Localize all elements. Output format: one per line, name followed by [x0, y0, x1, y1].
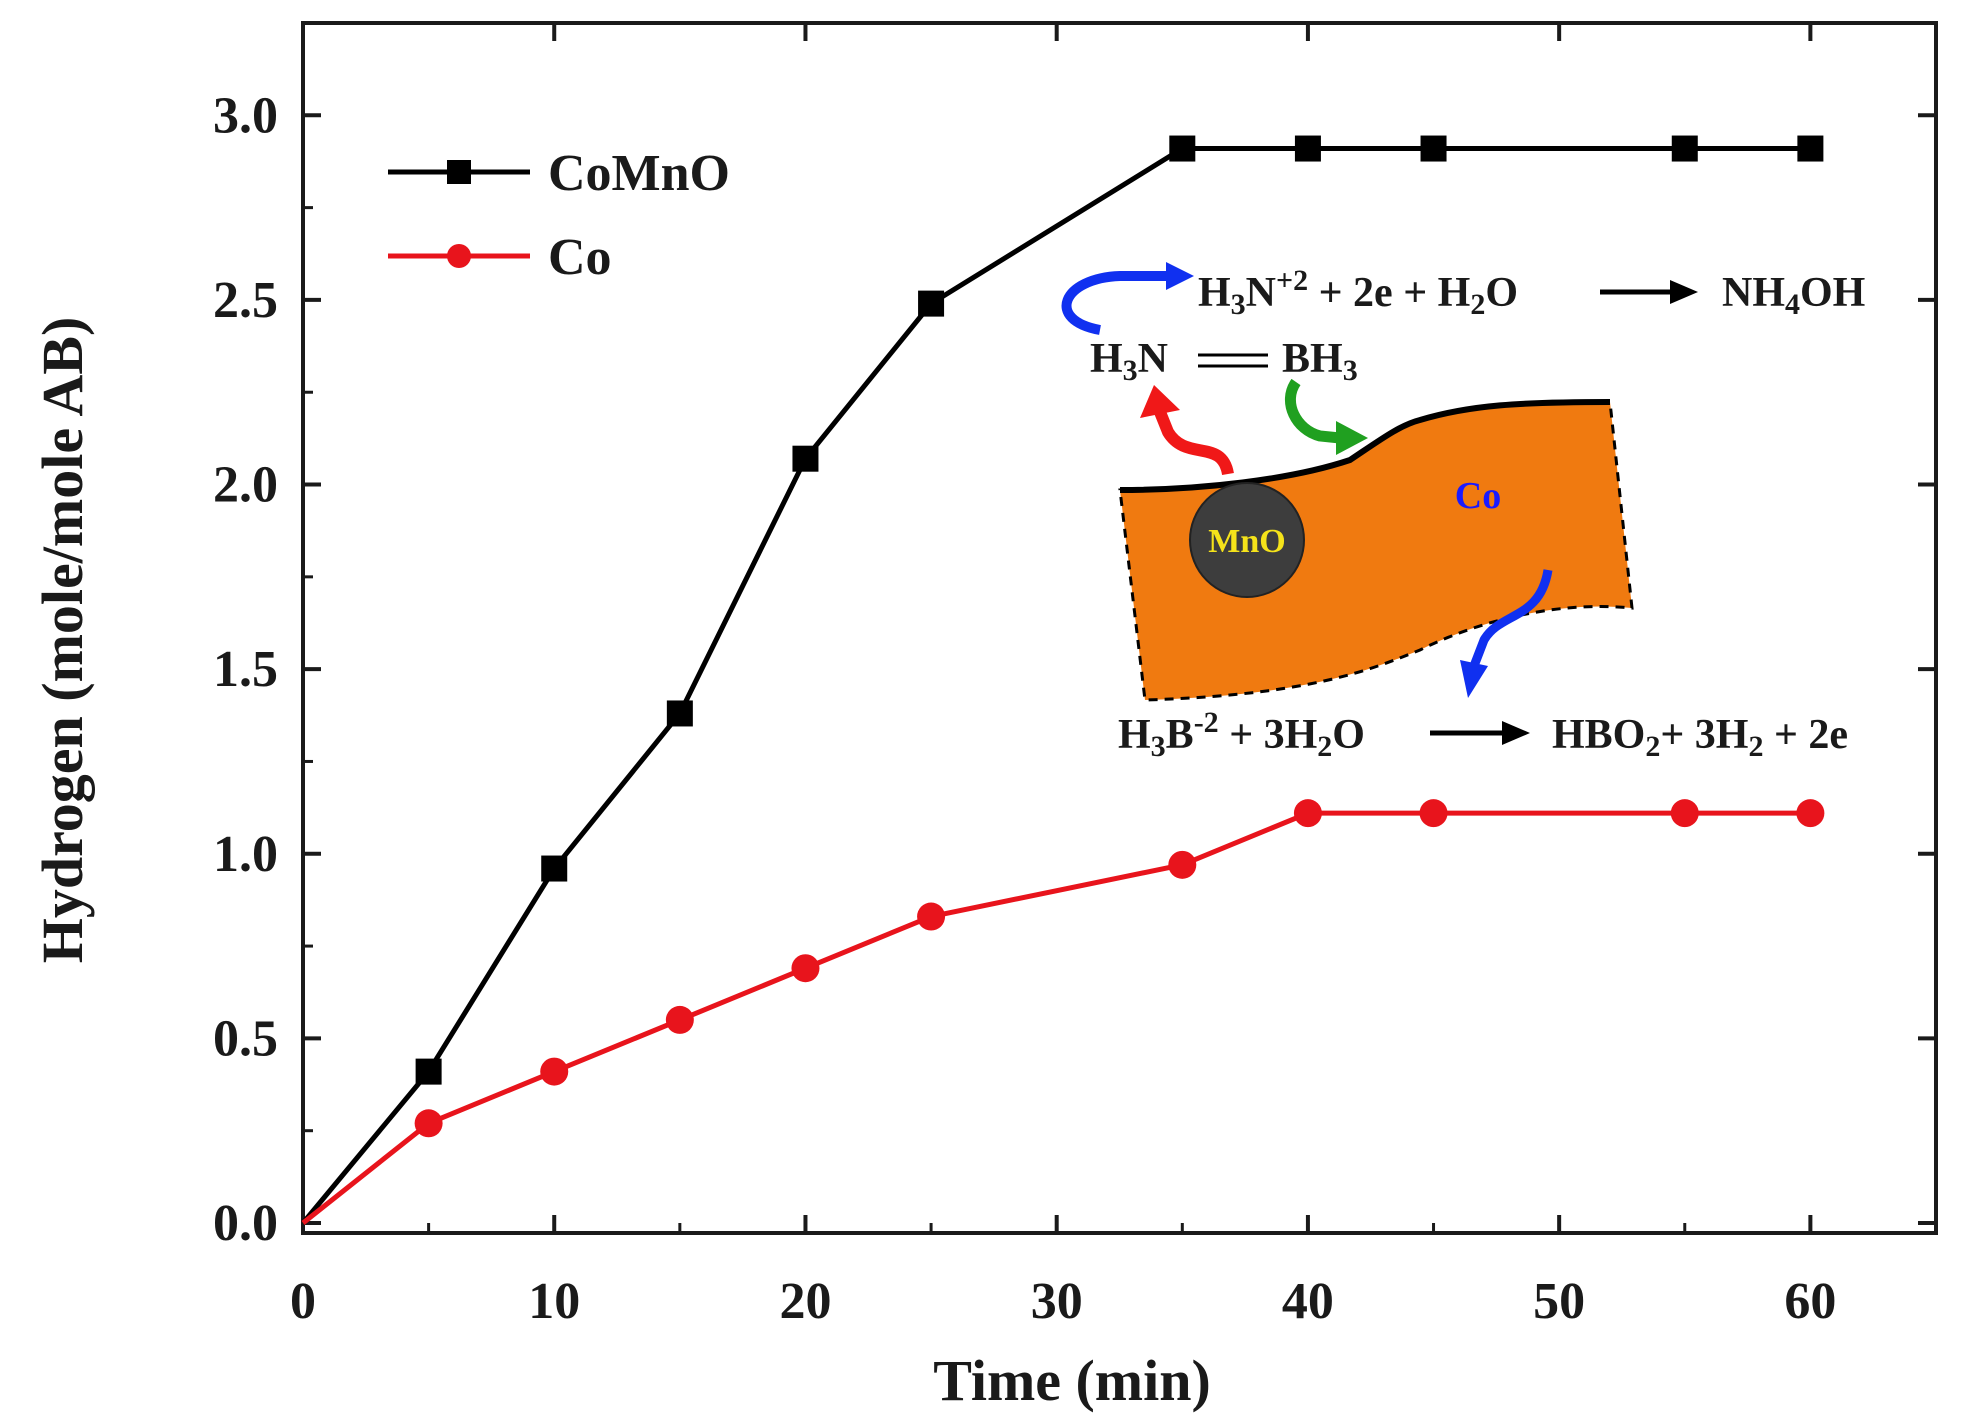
co-support-label: Co — [1455, 475, 1501, 517]
formula-part: H — [1090, 336, 1123, 382]
formula-part: H — [1198, 270, 1231, 316]
formula-part: 2 — [1470, 288, 1485, 321]
ammonia-borane-b: BH3 — [1282, 336, 1358, 387]
x-tick-label: 60 — [1784, 1273, 1836, 1330]
legend-marker-comno — [447, 160, 471, 184]
data-point-co — [1670, 799, 1699, 828]
y-tick-label: 1.5 — [213, 641, 278, 698]
formula-part: 4 — [1785, 288, 1800, 321]
data-point-co — [540, 1057, 569, 1086]
formula-part: N — [1138, 336, 1168, 382]
green-arrow-icon — [1285, 378, 1368, 455]
data-point-co — [1796, 799, 1825, 828]
legend-label-co: Co — [548, 229, 612, 286]
formula-part: OH — [1800, 270, 1865, 316]
data-point-co — [791, 954, 820, 983]
data-point-co — [414, 1109, 443, 1138]
x-axis-title: Time (min) — [933, 1348, 1211, 1413]
mno-label: MnO — [1208, 523, 1285, 560]
equation-bottom-reactants: H3B-2 + 3H2O — [1118, 706, 1365, 763]
formula-part: + 2e — [1763, 712, 1848, 758]
data-point-comno — [1169, 135, 1196, 162]
data-point-comno — [415, 1058, 442, 1085]
legend-label-comno: CoMnO — [548, 145, 730, 202]
formula-part: + 3H — [1660, 712, 1748, 758]
formula-part: N — [1246, 270, 1276, 316]
data-point-co — [1293, 799, 1322, 828]
formula-part: 3 — [1343, 354, 1358, 387]
x-tick-label: 30 — [1031, 1273, 1083, 1330]
mechanism-inset: MnO Co H3N+2 + 2e + H2O NH4OH H3N BH3 H3… — [1061, 262, 1865, 763]
data-point-co — [665, 1005, 694, 1034]
equation-top-product: NH4OH — [1722, 270, 1865, 321]
tick-labels: 0 10 20 30 40 50 60 0.0 0.5 1.0 1.5 2.0 2.5 3.0 — [213, 87, 1836, 1330]
co-support-top-edge — [1119, 399, 1611, 493]
x-tick-label: 10 — [528, 1273, 580, 1330]
y-tick-label: 0.0 — [213, 1195, 278, 1252]
formula-part: 3 — [1123, 354, 1138, 387]
y-tick-label: 2.0 — [213, 457, 278, 514]
data-point-co — [1419, 799, 1448, 828]
data-point-comno — [1420, 135, 1447, 162]
data-point-comno — [1671, 135, 1698, 162]
formula-part: H — [1118, 712, 1151, 758]
data-point-comno — [666, 700, 693, 727]
data-point-comno — [918, 290, 945, 317]
x-tick-label: 40 — [1282, 1273, 1334, 1330]
data-point-comno — [1797, 135, 1824, 162]
x-tick-label: 0 — [290, 1273, 316, 1330]
y-tick-label: 3.0 — [213, 87, 278, 144]
x-tick-label: 50 — [1533, 1273, 1585, 1330]
formula-part: O — [1332, 712, 1365, 758]
data-point-comno — [541, 855, 568, 882]
data-point-comno — [792, 445, 819, 472]
data-point-co — [917, 902, 946, 931]
formula-part: BH — [1282, 336, 1343, 382]
y-tick-label: 2.5 — [213, 272, 278, 329]
formula-part: B — [1166, 712, 1194, 758]
formula-part: 3 — [1231, 288, 1246, 321]
series-line-co — [301, 810, 1811, 1225]
data-point-comno — [1294, 135, 1321, 162]
mno-particle — [1189, 482, 1305, 598]
formula-part: 2 — [1748, 730, 1763, 763]
legend-marker-co — [447, 244, 471, 268]
equation-bottom-arrowhead — [1502, 721, 1530, 745]
x-tick-label: 20 — [779, 1273, 831, 1330]
formula-part: 3 — [1151, 730, 1166, 763]
y-axis-title: Hydrogen (mole/mole AB) — [30, 317, 95, 964]
y-tick-label: 1.0 — [213, 826, 278, 883]
formula-part: -2 — [1194, 706, 1219, 739]
ammonia-borane-n: H3N — [1090, 336, 1168, 387]
formula-part: + 2e + H — [1308, 270, 1470, 316]
formula-part: + 3H — [1219, 712, 1318, 758]
series-line-comno — [301, 146, 1811, 1225]
formula-part: O — [1485, 270, 1518, 316]
blue-arrow-bottom-icon — [1460, 569, 1553, 698]
formula-part: HBO — [1552, 712, 1645, 758]
plot-frame — [301, 21, 1938, 1235]
legend: CoMnO Co — [388, 145, 730, 286]
equation-top-reactants: H3N+2 + 2e + H2O — [1198, 264, 1518, 321]
equation-top-arrowhead — [1670, 280, 1698, 304]
axis-ticks — [301, 23, 1936, 1233]
red-arrow-icon — [1140, 385, 1234, 476]
formula-part: +2 — [1276, 264, 1308, 297]
formula-part: NH — [1722, 270, 1785, 316]
blue-arrow-top-icon — [1061, 262, 1194, 335]
y-tick-label: 0.5 — [213, 1010, 278, 1067]
formula-part: 2 — [1317, 730, 1332, 763]
equation-bottom-product: HBO2+ 3H2 + 2e — [1552, 712, 1848, 763]
series-layer — [301, 135, 1825, 1225]
formula-part: 2 — [1645, 730, 1660, 763]
data-point-co — [1168, 850, 1197, 879]
